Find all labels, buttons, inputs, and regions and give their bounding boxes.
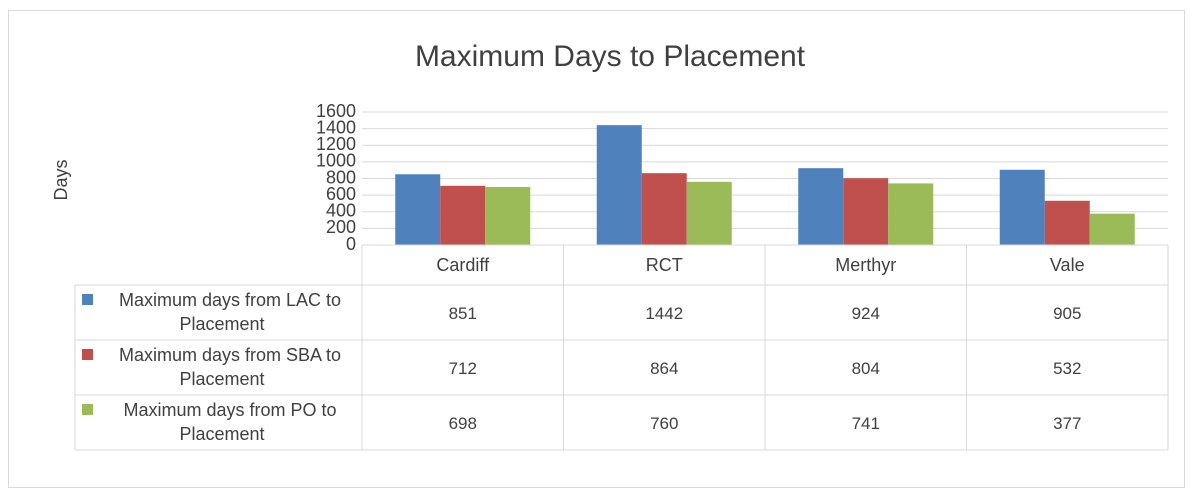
legend-entry: Maximum days from SBA to Placement <box>118 345 342 389</box>
table-value: 532 <box>1053 359 1081 378</box>
bar <box>686 181 732 245</box>
bar <box>641 173 687 245</box>
table-value: 804 <box>852 359 880 378</box>
bar <box>843 178 889 245</box>
y-tick-label: 0 <box>346 234 356 254</box>
legend-key <box>82 404 93 415</box>
y-axis-label: Days <box>51 159 71 200</box>
table-value: 924 <box>852 304 880 323</box>
table-value: 377 <box>1053 414 1081 433</box>
y-tick-label: 1200 <box>316 134 356 154</box>
x-tick-label: Vale <box>1050 255 1085 275</box>
y-tick-label: 600 <box>326 184 356 204</box>
x-tick-label: RCT <box>646 255 683 275</box>
y-tick-label: 200 <box>326 217 356 237</box>
bar <box>999 169 1045 245</box>
y-tick-label: 1400 <box>316 117 356 137</box>
legend-entry: Maximum days from LAC to Placement <box>118 290 342 334</box>
bar <box>1044 200 1090 245</box>
y-tick-label: 1600 <box>316 101 356 121</box>
x-tick-label: Merthyr <box>835 255 896 275</box>
legend-label: Maximum days from LAC to Placement <box>118 290 342 334</box>
bar <box>596 125 642 245</box>
chart-border <box>8 10 1185 488</box>
table-value: 1442 <box>645 304 683 323</box>
y-tick-label: 400 <box>326 201 356 221</box>
table-value: 741 <box>852 414 880 433</box>
bar <box>1089 213 1135 245</box>
table-value: 905 <box>1053 304 1081 323</box>
table-value: 760 <box>650 414 678 433</box>
y-tick-label: 1000 <box>316 151 356 171</box>
bar <box>485 186 531 245</box>
legend-entry: Maximum days from PO to Placement <box>123 400 337 444</box>
bar <box>440 185 486 245</box>
table-value: 851 <box>449 304 477 323</box>
y-tick-label: 800 <box>326 167 356 187</box>
table-value: 698 <box>449 414 477 433</box>
chart-title: Maximum Days to Placement <box>415 40 806 73</box>
x-tick-label: Cardiff <box>436 255 490 275</box>
legend-key <box>82 294 93 305</box>
table-value: 712 <box>449 359 477 378</box>
legend-label: Maximum days from PO to Placement <box>123 400 337 444</box>
bar <box>798 168 844 245</box>
legend-label: Maximum days from SBA to Placement <box>118 345 342 389</box>
legend-key <box>82 349 93 360</box>
bar <box>888 183 934 245</box>
bar <box>395 174 441 245</box>
table-value: 864 <box>650 359 678 378</box>
